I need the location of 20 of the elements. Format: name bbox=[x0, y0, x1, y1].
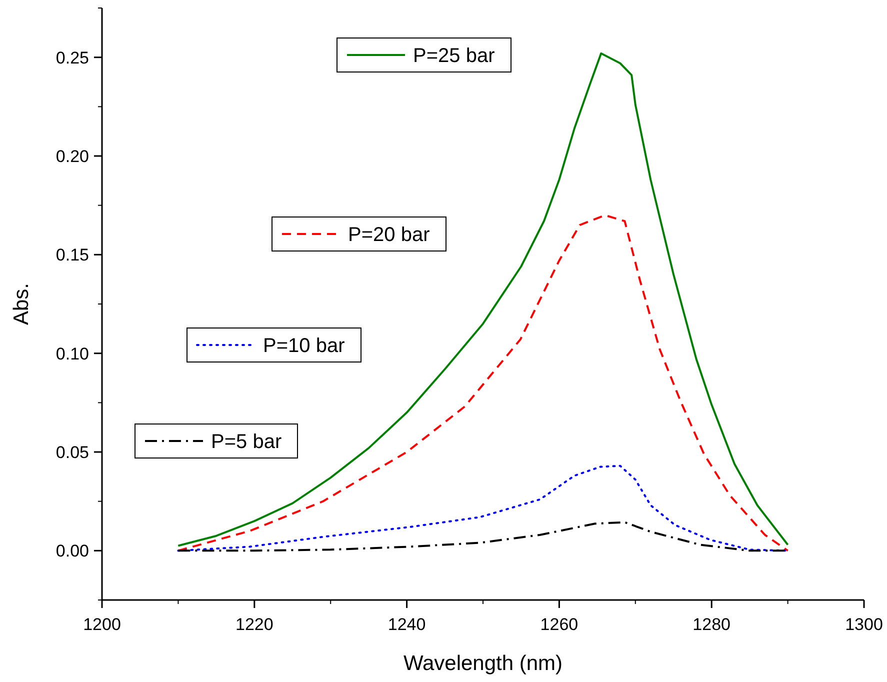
y-tick-label: 0.00 bbox=[56, 542, 89, 561]
legend-label: P=10 bar bbox=[263, 335, 346, 357]
legend-label: P=5 bar bbox=[211, 431, 282, 453]
y-tick-label: 0.05 bbox=[56, 443, 89, 462]
x-axis-title: Wavelength (nm) bbox=[403, 652, 563, 675]
legend-label: P=20 bar bbox=[348, 224, 430, 246]
y-tick-label: 0.10 bbox=[56, 344, 89, 364]
line-series bbox=[177, 214, 789, 552]
x-tick-label: 1200 bbox=[83, 615, 121, 634]
y-tick-label: 0.20 bbox=[56, 147, 89, 166]
y-tick-label: 0.15 bbox=[56, 246, 89, 265]
y-axis-title: Abs. bbox=[10, 282, 33, 326]
legend-label: P=25 bar bbox=[413, 45, 496, 67]
x-tick-label: 1220 bbox=[235, 615, 274, 634]
line-series bbox=[177, 464, 789, 552]
x-tick-label: 1280 bbox=[692, 615, 731, 634]
x-tick-label: 1260 bbox=[540, 615, 578, 634]
y-tick-label: 0.25 bbox=[56, 48, 89, 68]
x-tick-label: 1240 bbox=[388, 615, 426, 634]
x-tick-label: 1300 bbox=[845, 615, 883, 634]
